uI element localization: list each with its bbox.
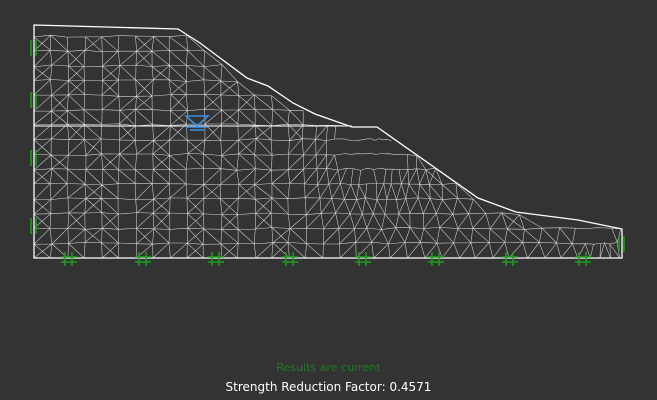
bottom-pin-supports: [61, 252, 591, 266]
mesh-elements: [33, 34, 622, 259]
results-status: Results are current: [276, 361, 381, 374]
roller-support-icon: [30, 218, 37, 234]
water-table-icon: [183, 115, 211, 131]
model-viewport[interactable]: [0, 0, 657, 340]
finite-element-mesh[interactable]: [0, 0, 657, 340]
pin-support-icon: [575, 252, 591, 266]
pin-support-icon: [208, 252, 224, 266]
pin-support-icon: [61, 252, 77, 266]
pin-support-icon: [355, 252, 371, 266]
slope-boundary: [33, 24, 623, 259]
srf-value: 0.4571: [389, 380, 432, 394]
roller-support-icon: [30, 150, 37, 166]
pin-support-icon: [502, 252, 518, 266]
pin-support-icon: [428, 252, 444, 266]
right-roller-supports: [618, 236, 625, 252]
pin-support-icon: [135, 252, 151, 266]
roller-support-icon: [30, 92, 37, 108]
pin-support-icon: [282, 252, 298, 266]
srf-label: Strength Reduction Factor:: [225, 380, 386, 394]
roller-support-icon: [618, 236, 625, 252]
left-roller-supports: [30, 40, 37, 234]
roller-support-icon: [30, 40, 37, 56]
mesh-edges: [33, 34, 622, 259]
strength-reduction-factor: Strength Reduction Factor: 0.4571: [0, 380, 657, 394]
